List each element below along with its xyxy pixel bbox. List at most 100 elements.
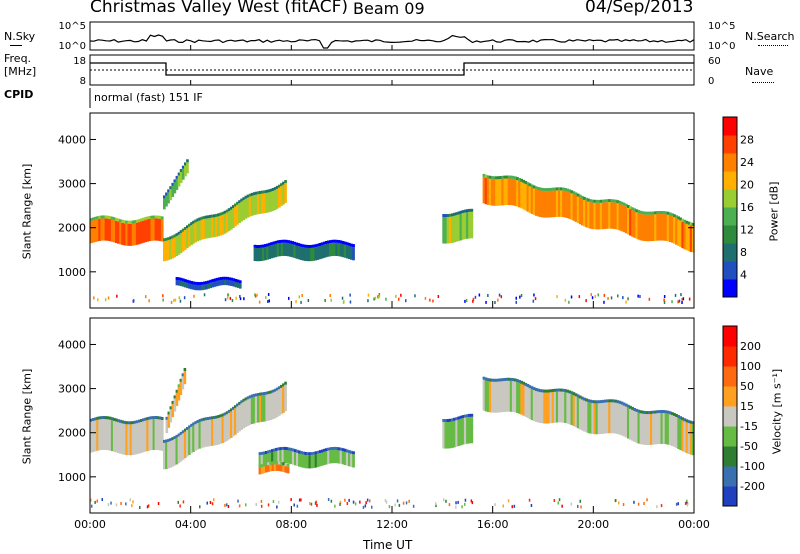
velocity-cell [183, 371, 187, 385]
power-cell [115, 217, 118, 221]
power-ytick-label: 4000 [58, 133, 86, 146]
power-cell [188, 280, 191, 284]
power-cell [90, 221, 93, 244]
velocity-cell [163, 442, 166, 470]
velocity-cell [339, 450, 343, 464]
velocity-cell [677, 415, 680, 419]
power-cell [295, 245, 299, 259]
velocity-cell [188, 428, 191, 455]
power-cell [206, 215, 210, 219]
power-cell [620, 201, 624, 205]
power-cell [222, 279, 225, 286]
velocity-cell [614, 402, 618, 434]
power-cell [181, 281, 185, 287]
power-cell [337, 240, 341, 243]
power-cell [234, 203, 237, 207]
power-cell [277, 187, 281, 208]
power-colorbar-swatch [723, 171, 737, 190]
power-cell [236, 282, 240, 288]
velocity-cell [108, 419, 112, 451]
velocity-cell [298, 453, 301, 467]
velocity-cell [280, 384, 283, 388]
velocity-cell [348, 450, 351, 454]
velocity-cell [263, 392, 266, 395]
power-cell [497, 176, 500, 180]
power-cell [106, 218, 110, 241]
velocity-cell [633, 411, 636, 442]
power-cell [343, 241, 347, 245]
velocity-cell [583, 397, 586, 401]
power-cell [229, 296, 232, 300]
velocity-cell [509, 380, 513, 412]
power-cell [287, 243, 290, 257]
power-cell [578, 197, 582, 225]
power-cell [227, 208, 231, 212]
power-cell [604, 199, 607, 203]
power-cell [228, 277, 231, 281]
velocity-cell [157, 502, 160, 505]
power-cell [190, 281, 193, 284]
power-cell [140, 218, 143, 222]
power-cell [267, 189, 271, 193]
power-cell [307, 299, 310, 302]
power-cell [549, 190, 553, 218]
velocity-cell [352, 500, 355, 504]
power-cell [348, 245, 351, 260]
power-cell [98, 218, 101, 241]
velocity-cell [679, 416, 682, 420]
velocity-cell [117, 422, 120, 454]
velocity-cell [612, 399, 616, 403]
power-cell [677, 219, 680, 246]
velocity-cell [501, 381, 505, 413]
velocity-cell [334, 504, 336, 508]
power-cell [254, 191, 258, 195]
velocity-ytick-label: 4000 [58, 338, 86, 351]
velocity-cell [277, 386, 281, 390]
velocity-cell [104, 419, 108, 450]
velocity-cell [177, 384, 181, 388]
velocity-cell [306, 455, 310, 469]
power-cell [599, 199, 603, 203]
power-cell [488, 175, 492, 179]
velocity-cell [138, 419, 141, 423]
velocity-cell [286, 466, 290, 474]
power-cell [112, 220, 116, 243]
power-cell [560, 190, 563, 217]
velocity-cell [639, 413, 643, 445]
power-cell [482, 176, 486, 204]
velocity-cell [135, 423, 139, 455]
power-cell [566, 191, 569, 219]
velocity-cell [269, 461, 273, 465]
velocity-cell [302, 454, 305, 468]
power-cell [196, 282, 200, 285]
power-cell [349, 300, 352, 304]
velocity-cell [125, 502, 127, 506]
power-cell [597, 202, 601, 230]
noise-panel: 10^5 10^0 10^5 10^0 [59, 21, 736, 52]
power-cell [282, 181, 285, 185]
noise-right-tick-bottom: 10^0 [708, 41, 735, 52]
velocity-cell [181, 433, 185, 460]
velocity-cell [555, 391, 559, 423]
velocity-cell [587, 402, 590, 434]
velocity-cell [310, 502, 313, 506]
power-cell [616, 200, 620, 204]
power-cell [175, 178, 179, 190]
velocity-cell [91, 504, 93, 508]
velocity-cell [121, 423, 124, 455]
velocity-cell [520, 380, 523, 384]
velocity-cell [258, 464, 262, 468]
velocity-cell [518, 379, 521, 383]
velocity-cell [296, 449, 299, 453]
noise-left-tick-bottom: 10^0 [59, 41, 86, 52]
velocity-cell [629, 408, 632, 440]
velocity-cell [524, 385, 528, 417]
velocity-cell [656, 413, 659, 445]
velocity-cell [283, 449, 287, 464]
velocity-cell [260, 454, 264, 469]
power-cell [660, 211, 664, 214]
velocity-cell [246, 399, 250, 426]
velocity-cell [278, 464, 281, 472]
velocity-cell [265, 394, 269, 422]
power-cell [345, 242, 349, 246]
